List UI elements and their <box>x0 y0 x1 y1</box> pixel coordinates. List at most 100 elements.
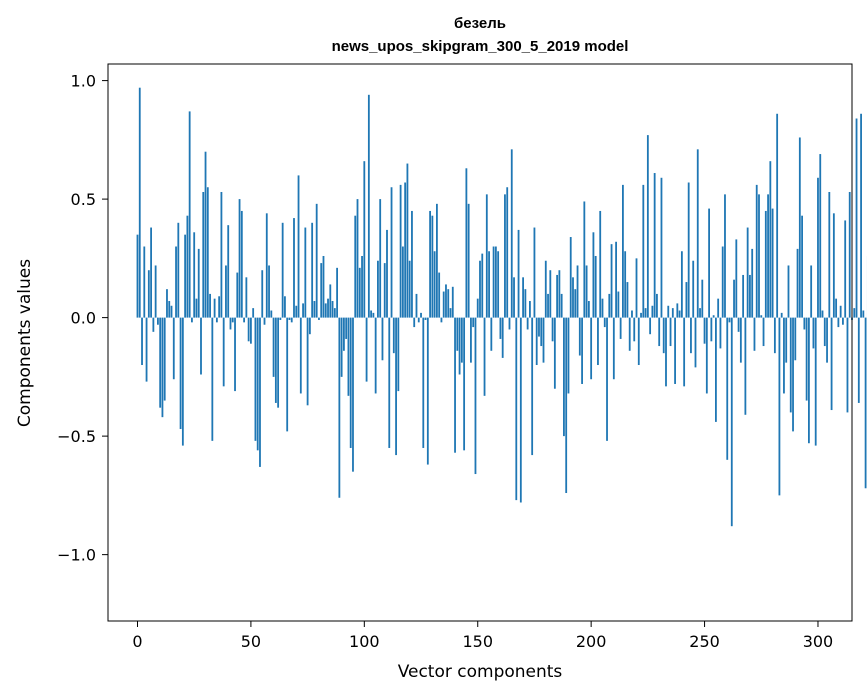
bar <box>436 203 438 318</box>
bar <box>175 246 177 318</box>
bar <box>225 265 227 318</box>
bar <box>492 246 495 318</box>
bar <box>383 263 386 318</box>
bar <box>354 215 357 318</box>
bar <box>247 317 250 342</box>
bar <box>626 282 629 318</box>
bar <box>163 317 166 401</box>
bar <box>474 317 477 475</box>
bar <box>708 208 710 318</box>
bar <box>413 317 416 328</box>
bar <box>150 227 152 318</box>
bar <box>284 296 286 318</box>
bar <box>671 308 674 318</box>
bar <box>540 317 543 347</box>
bar <box>637 317 640 366</box>
bar <box>154 265 157 318</box>
bar <box>329 284 332 318</box>
bar <box>315 203 318 318</box>
bar <box>837 317 840 328</box>
bar <box>563 317 565 437</box>
bar <box>535 317 538 366</box>
bar <box>687 182 690 318</box>
bar <box>356 199 359 318</box>
bar <box>358 267 361 318</box>
bar <box>721 246 724 318</box>
bar <box>669 317 672 347</box>
bar <box>794 317 797 361</box>
bar <box>186 215 189 318</box>
bar <box>803 317 806 330</box>
bar <box>304 227 307 318</box>
bar <box>268 265 270 318</box>
bar <box>658 317 661 347</box>
x-axis-ticks: 0 50 100 150 200 250 300 <box>132 621 833 651</box>
bar <box>345 317 348 339</box>
bar <box>429 210 431 318</box>
bar <box>485 194 488 318</box>
bar <box>513 277 515 318</box>
bar <box>624 251 627 318</box>
bar <box>313 301 316 318</box>
bar <box>778 317 781 496</box>
bar <box>488 251 490 318</box>
bar <box>184 234 187 318</box>
bar <box>343 317 345 351</box>
bar <box>519 317 522 503</box>
bar <box>299 317 302 394</box>
bar <box>656 293 658 318</box>
bar <box>388 317 391 448</box>
bar <box>832 213 835 318</box>
bar <box>367 94 370 318</box>
bar <box>565 317 568 494</box>
bar <box>379 199 382 318</box>
plot-frame <box>107 63 853 622</box>
bar <box>810 265 813 318</box>
bar <box>739 317 742 363</box>
bar <box>542 317 545 363</box>
bar <box>215 317 218 323</box>
bar <box>324 303 327 318</box>
bar <box>853 308 856 318</box>
bar <box>814 317 817 446</box>
bar <box>308 317 311 335</box>
bar <box>828 191 831 318</box>
bar <box>651 305 654 318</box>
bar <box>431 215 434 318</box>
bar <box>601 298 604 318</box>
bar <box>245 277 248 318</box>
bar <box>143 246 146 318</box>
bar <box>322 255 325 318</box>
bar <box>417 317 420 323</box>
bar <box>653 173 656 318</box>
bar <box>685 282 688 318</box>
bar <box>191 317 193 323</box>
bar <box>701 279 704 318</box>
bar <box>646 135 649 318</box>
bar <box>617 291 620 318</box>
chart-subtitle: news_upos_skipgram_300_5_2019 model <box>332 38 629 55</box>
x-tick-label: 50 <box>241 632 261 651</box>
bar <box>581 317 583 384</box>
bar <box>494 246 497 318</box>
bar <box>463 317 466 451</box>
bar <box>558 270 561 318</box>
bar <box>460 317 463 363</box>
bar <box>531 317 534 456</box>
bar <box>381 317 384 361</box>
bar <box>166 289 168 318</box>
bar <box>279 317 282 320</box>
bar <box>726 317 729 460</box>
bar <box>451 286 454 318</box>
bar <box>715 317 717 422</box>
bar <box>839 305 842 318</box>
y-axis-label: Components values <box>15 259 35 427</box>
bar <box>220 191 223 318</box>
bar <box>138 87 141 318</box>
bar <box>696 149 699 318</box>
bar <box>783 317 785 394</box>
bar <box>755 184 758 318</box>
bar <box>445 284 447 318</box>
bar <box>211 317 214 441</box>
bar <box>746 227 749 318</box>
